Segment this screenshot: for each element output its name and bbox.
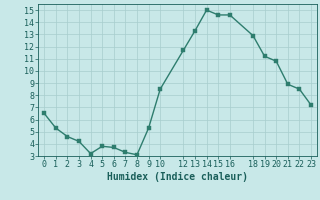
X-axis label: Humidex (Indice chaleur): Humidex (Indice chaleur) [107, 172, 248, 182]
